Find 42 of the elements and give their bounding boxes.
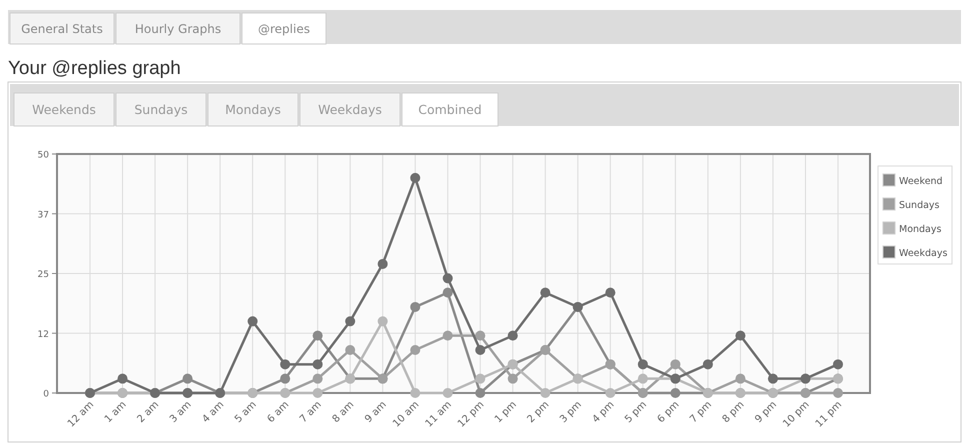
x-tick-label: 2 pm — [526, 399, 552, 426]
legend-label: Weekdays — [899, 248, 948, 259]
chart-title: Your @replies graph — [8, 58, 181, 79]
x-tick-label: 6 pm — [656, 399, 682, 426]
text: Weekends — [32, 102, 96, 117]
y-tick-label: 37 — [38, 210, 49, 220]
x-tick-label: 1 am — [102, 399, 129, 426]
text: Combined — [418, 102, 482, 117]
x-tick-label: 9 pm — [753, 399, 780, 426]
x-tick-label: 3 pm — [558, 399, 584, 426]
x-tick-label: 11 pm — [814, 399, 844, 430]
x-tick-label: 5 am — [232, 399, 259, 426]
x-tick-label: 6 am — [266, 399, 292, 426]
y-tick-label: 25 — [38, 270, 49, 280]
text: Weekdays — [318, 102, 382, 117]
y-tick-label: 12 — [38, 330, 49, 340]
legend-label: Weekend — [899, 176, 943, 187]
legend-label: Mondays — [899, 224, 942, 235]
x-tick-label: 2 am — [135, 399, 162, 426]
y-tick-label: 50 — [38, 150, 50, 160]
x-tick-label: 4 am — [200, 399, 226, 426]
x-tick-label: 10 pm — [781, 399, 812, 430]
x-tick-label: 12 pm — [456, 399, 486, 430]
x-tick-label: 11 am — [424, 399, 454, 430]
x-tick-label: 10 am — [391, 399, 422, 430]
x-tick-label: 8 pm — [720, 399, 747, 426]
legend-label: Sundays — [899, 200, 940, 211]
x-tick-label: 12 am — [66, 399, 96, 430]
x-tick-label: 7 pm — [688, 399, 714, 426]
x-tick-label: 4 pm — [590, 399, 616, 426]
text: @replies — [258, 22, 310, 36]
x-tick-label: 5 pm — [623, 399, 649, 426]
text: General Stats — [21, 22, 103, 36]
x-tick-label: 1 pm — [492, 399, 519, 426]
x-tick-label: 9 am — [363, 399, 389, 426]
x-tick-label: 7 am — [298, 399, 324, 426]
text: Hourly Graphs — [134, 22, 222, 36]
y-tick-label: 0 — [43, 390, 50, 400]
x-tick-label: 8 am — [330, 399, 356, 426]
text: Mondays — [225, 102, 281, 117]
x-tick-label: 3 am — [168, 399, 194, 426]
text: Sundays — [134, 102, 188, 117]
